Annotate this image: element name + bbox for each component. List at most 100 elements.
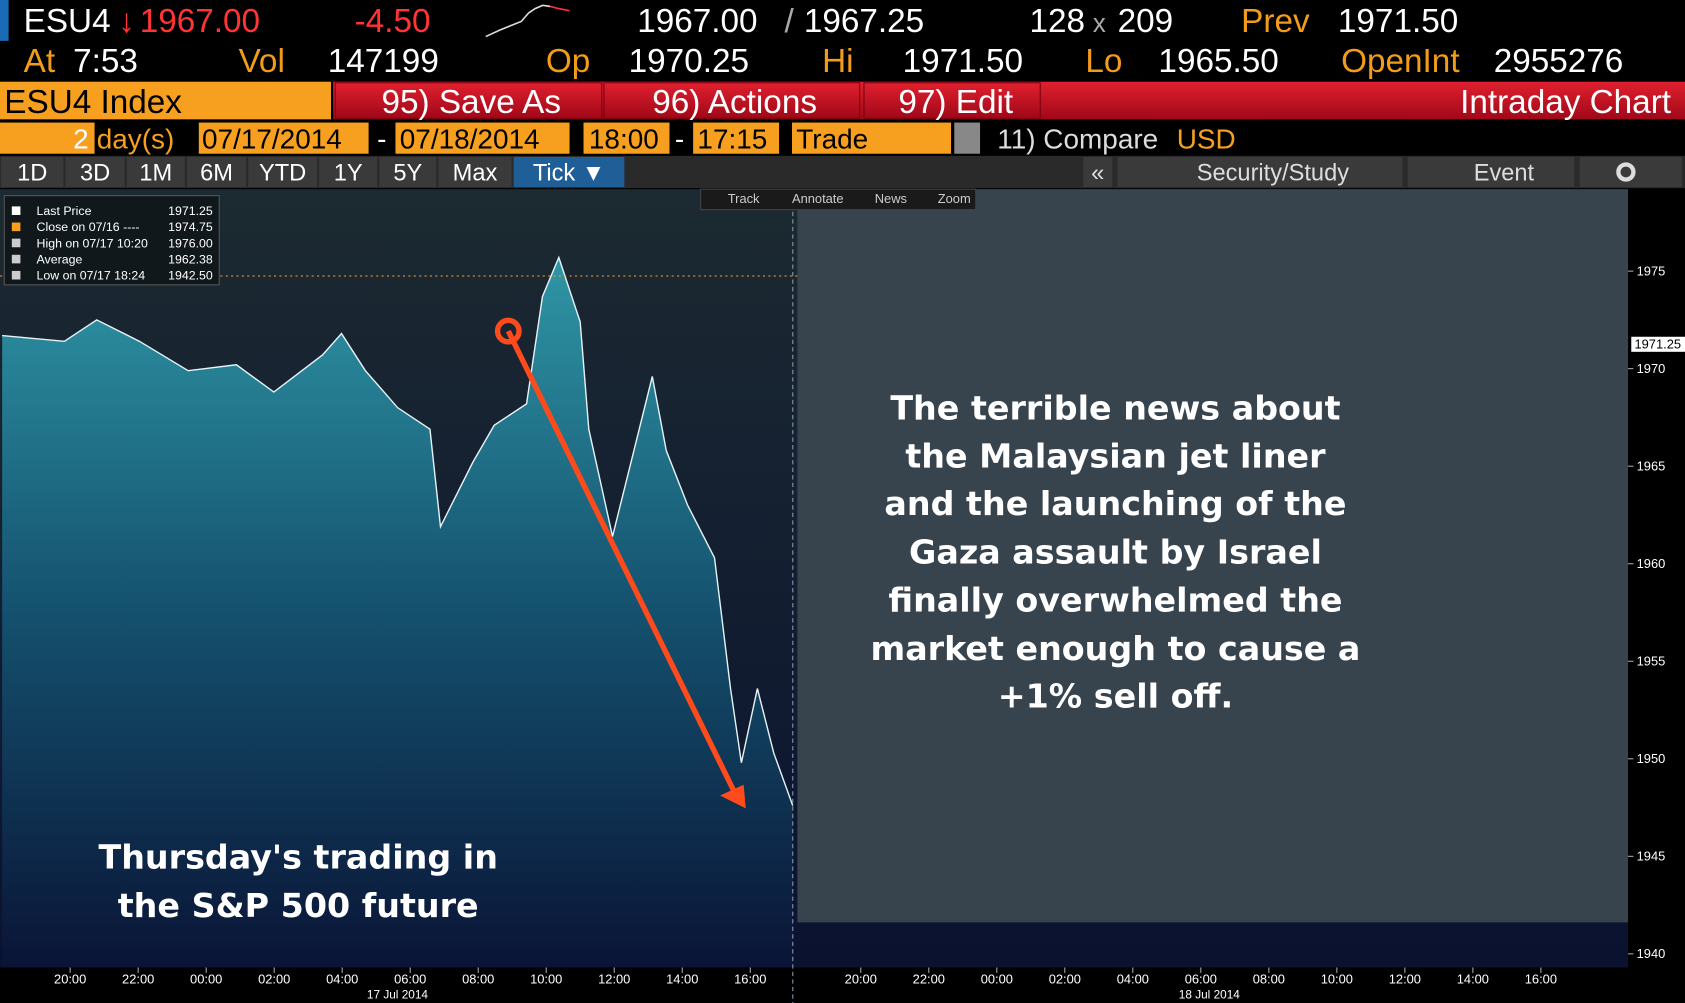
tab-label[interactable]: 1D — [17, 161, 47, 187]
tab[interactable] — [379, 156, 437, 188]
x-tick-label: 20:00 — [54, 972, 86, 987]
toolbar-button[interactable] — [863, 82, 1041, 119]
bid: 1967.00 — [637, 3, 757, 40]
at-label: At — [24, 43, 55, 80]
x-tick-label: 10:00 — [530, 972, 562, 987]
x-tick-label: 08:00 — [462, 972, 494, 987]
compare[interactable]: 11) Compare — [997, 123, 1158, 154]
tab-label[interactable]: 1Y — [334, 161, 363, 187]
security-box[interactable] — [0, 81, 331, 120]
x-tick-label: 14:00 — [1457, 972, 1489, 987]
security[interactable]: ESU4 Index — [4, 84, 182, 121]
ticker-marker — [0, 0, 9, 41]
days-box[interactable] — [0, 122, 95, 154]
tab-label[interactable]: 6M — [200, 161, 233, 187]
tab[interactable] — [319, 156, 378, 188]
x-tick-label: 10:00 — [1321, 972, 1353, 987]
tab[interactable] — [513, 156, 625, 188]
op: 1970.25 — [629, 43, 749, 80]
x-tick-label: 16:00 — [1525, 972, 1557, 987]
mode-dropdown[interactable] — [954, 122, 981, 154]
tab[interactable] — [1083, 156, 1113, 188]
tab[interactable] — [186, 156, 247, 188]
days[interactable]: 2 — [73, 123, 89, 154]
toolbar-button[interactable] — [334, 82, 603, 119]
tab-label[interactable]: YTD — [259, 161, 306, 187]
tend-box[interactable] — [693, 122, 780, 154]
price-area — [2, 257, 793, 968]
function-title: Intraday Chart — [1460, 84, 1671, 121]
sparkline-end — [550, 5, 570, 12]
tab[interactable] — [1407, 156, 1575, 188]
tab-label[interactable]: 1M — [139, 161, 172, 187]
lo: 1965.50 — [1158, 43, 1278, 80]
y-tick-label: 1955 — [1637, 654, 1666, 669]
end-box[interactable] — [395, 122, 570, 154]
tab[interactable] — [248, 156, 318, 188]
x-tick-label: 00:00 — [190, 972, 222, 987]
chart-tool[interactable]: Track — [728, 191, 760, 206]
annotation: Thursday's trading in the S&P 500 future — [98, 838, 498, 926]
chart-tool[interactable]: Zoom — [938, 191, 971, 206]
tab[interactable] — [65, 156, 125, 188]
legend-value: 1971.25 — [168, 204, 213, 218]
hi: 1971.50 — [903, 43, 1023, 80]
settings-tab[interactable] — [1579, 156, 1682, 188]
days-unit: day(s) — [97, 123, 175, 154]
dash: - — [377, 123, 386, 154]
tab-label[interactable]: « — [1091, 161, 1104, 187]
tab-label[interactable]: 5Y — [393, 161, 422, 187]
x: x — [1093, 10, 1106, 38]
tab[interactable] — [438, 156, 512, 188]
sparkline — [485, 4, 551, 38]
tab-label[interactable]: Security/Study — [1197, 161, 1349, 187]
ticker: ESU4 — [24, 3, 111, 40]
arrow-start — [494, 317, 522, 345]
prev: 1971.50 — [1338, 3, 1458, 40]
ask-size: 209 — [1118, 3, 1174, 40]
chart-tool[interactable]: Annotate — [792, 191, 844, 206]
legend-icon — [11, 254, 21, 264]
mode-box[interactable] — [791, 122, 952, 154]
vol: 147199 — [328, 43, 439, 80]
tab-label[interactable]: 3D — [80, 161, 110, 187]
vol-label: Vol — [239, 43, 285, 80]
end[interactable]: 07/18/2014 — [400, 123, 540, 154]
oi: 2955276 — [1494, 43, 1624, 80]
time: 7:53 — [73, 43, 138, 80]
tab-label[interactable]: Tick ▼ — [533, 161, 605, 187]
start-box[interactable] — [198, 122, 369, 154]
settings-icon[interactable] — [1616, 162, 1636, 182]
legend-label: Last Price — [37, 204, 92, 218]
toolbar-button-label[interactable]: 96) Actions — [652, 84, 817, 121]
op-label: Op — [546, 43, 590, 80]
tab[interactable] — [1117, 156, 1403, 188]
chart-tool[interactable]: News — [875, 191, 907, 206]
legend-icon — [11, 206, 21, 216]
time-end[interactable]: 17:15 — [697, 123, 767, 154]
tab-label[interactable]: Max — [453, 161, 498, 187]
legend-icon — [11, 238, 21, 248]
mode[interactable]: Trade — [796, 123, 868, 154]
ask: 1967.25 — [804, 3, 924, 40]
y-tick-label: 1960 — [1637, 556, 1666, 571]
toolbar-button-label[interactable]: 95) Save As — [381, 84, 561, 121]
chart-tools — [700, 188, 977, 211]
legend-label: Low on 07/17 18:24 — [37, 269, 146, 283]
tstart-box[interactable] — [583, 122, 670, 154]
time-start[interactable]: 18:00 — [589, 123, 659, 154]
x-tick-label: 22:00 — [913, 972, 945, 987]
x-tick-label: 06:00 — [1185, 972, 1217, 987]
last: 1967.00 — [140, 3, 260, 40]
tab[interactable] — [1, 156, 64, 188]
tab[interactable] — [126, 156, 185, 188]
tab-label[interactable]: Event — [1474, 161, 1535, 187]
start[interactable]: 07/17/2014 — [202, 123, 342, 154]
toolbar-button-label[interactable]: 97) Edit — [898, 84, 1013, 121]
legend-value: 1974.75 — [168, 220, 213, 234]
toolbar-button[interactable] — [603, 82, 861, 119]
change: -4.50 — [355, 3, 431, 40]
sep: / — [784, 3, 794, 40]
oi-label: OpenInt — [1341, 43, 1459, 80]
